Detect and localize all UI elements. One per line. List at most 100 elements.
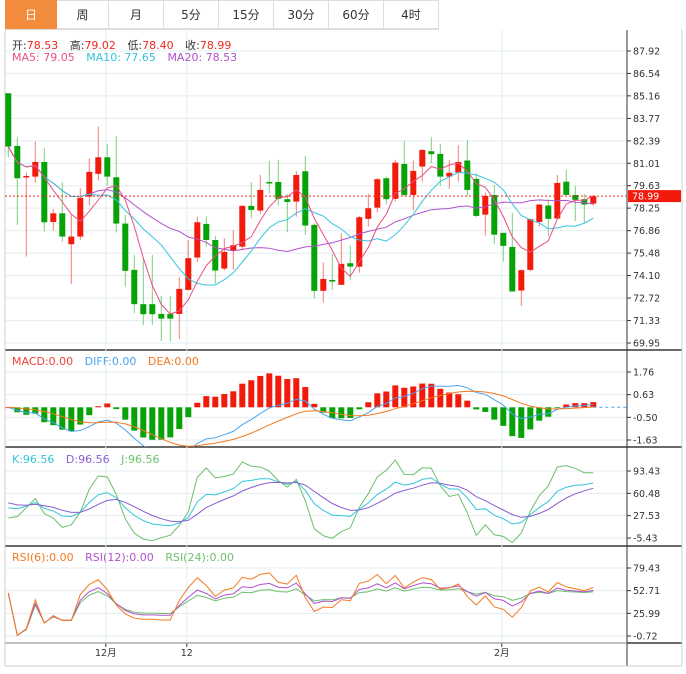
high-value: 79.02 — [84, 39, 116, 52]
macd-bar — [32, 407, 39, 414]
price-axis-label: 74.10 — [633, 271, 660, 282]
candle — [95, 126, 102, 181]
tab-5min[interactable]: 5分 — [164, 0, 219, 29]
tab-week[interactable]: 周 — [57, 0, 109, 29]
candle — [545, 199, 552, 237]
candle — [176, 277, 183, 339]
candle-body — [419, 149, 426, 167]
tab-15min[interactable]: 15分 — [219, 0, 274, 29]
macd-bar — [464, 400, 471, 408]
candle-body — [275, 181, 282, 199]
diff-line — [8, 384, 594, 447]
candle — [572, 185, 579, 221]
close-label: 收: — [185, 39, 200, 52]
macd-bar — [563, 404, 570, 408]
macd-bar — [239, 383, 246, 408]
macd-bar — [428, 383, 435, 408]
candle-body — [365, 208, 372, 219]
close-value: 78.99 — [199, 39, 232, 52]
macd-bar — [221, 393, 228, 408]
candle-body — [437, 153, 444, 177]
candle-body — [392, 162, 399, 199]
candle-body — [356, 217, 363, 267]
candle — [284, 193, 291, 233]
rsi-axis-label: 25.99 — [633, 609, 660, 620]
price-axis-label: 78.25 — [633, 204, 660, 215]
candle — [365, 193, 372, 227]
tab-30min[interactable]: 30分 — [274, 0, 329, 29]
rsi6-line — [7, 572, 594, 637]
macd-bar — [23, 407, 30, 415]
tab-60min[interactable]: 60分 — [329, 0, 384, 29]
candle — [509, 212, 516, 292]
macd-bar — [410, 386, 417, 408]
candle — [41, 148, 48, 232]
macd-bar — [482, 407, 489, 412]
candle — [347, 245, 354, 280]
macd-bar — [167, 407, 174, 438]
candle-body — [221, 251, 228, 269]
macd-bar — [401, 387, 408, 408]
macd-bar — [86, 407, 93, 416]
candle — [257, 174, 264, 214]
x-axis-label: 12 — [181, 648, 193, 659]
rsi6-legend: RSI(6):0.00 — [12, 551, 74, 564]
open-label: 开: — [12, 39, 27, 52]
candle-body — [257, 189, 264, 211]
candle — [581, 193, 588, 224]
macd-legend: MACD:0.00 DIFF:0.00 DEA:0.00 — [12, 355, 207, 368]
macd-bar — [257, 375, 264, 408]
candle-body — [572, 194, 579, 200]
candle-body — [5, 93, 12, 147]
tab-day[interactable]: 日 — [5, 0, 57, 29]
j-line — [8, 459, 594, 544]
candle — [563, 169, 570, 195]
macd-bar — [446, 392, 453, 408]
candle-body — [590, 196, 597, 204]
tab-month[interactable]: 月 — [109, 0, 164, 29]
low-value: 78.40 — [142, 39, 174, 52]
ma10-legend: MA10: 77.65 — [86, 51, 156, 64]
price-axis-label: 76.86 — [633, 226, 660, 237]
macd-bar — [572, 403, 579, 408]
candle — [329, 253, 336, 290]
candle-body — [167, 313, 174, 319]
candle — [68, 214, 75, 284]
x-axis-label: 12月 — [95, 648, 117, 659]
candle — [356, 215, 363, 273]
macd-bar — [500, 407, 507, 426]
kdj-axis-label: -5.43 — [633, 534, 658, 545]
macd-bar — [203, 396, 210, 408]
candle — [410, 160, 417, 211]
macd-bar — [473, 407, 480, 410]
macd-bar — [131, 407, 138, 431]
candle-body — [230, 245, 237, 251]
candle — [275, 159, 282, 206]
candle — [500, 232, 507, 262]
macd-bar — [194, 402, 201, 408]
macd-histogram — [5, 373, 597, 440]
candle — [185, 239, 192, 291]
candle-body — [527, 219, 534, 270]
candle-body — [23, 175, 30, 178]
price-axis-label: 69.95 — [633, 339, 660, 350]
macd-bar — [338, 407, 345, 419]
ma10-line — [7, 146, 594, 286]
macd-bar — [59, 407, 66, 430]
candle — [104, 143, 111, 186]
kdj-legend-j: J:96.56 — [121, 453, 160, 466]
dea-line — [8, 390, 594, 447]
rsi24-legend: RSI(24):0.00 — [165, 551, 234, 564]
tab-4hour[interactable]: 4时 — [384, 0, 439, 29]
ma5-legend: MA5: 79.05 — [12, 51, 75, 64]
candle — [419, 149, 426, 182]
candle — [14, 137, 21, 225]
rsi-axis-label: 79.43 — [633, 564, 660, 575]
candle-body — [68, 236, 75, 245]
candle-body — [383, 178, 390, 200]
candle — [5, 93, 12, 158]
macd-bar — [347, 407, 354, 418]
candle — [293, 170, 300, 217]
macd-bar — [293, 378, 300, 408]
